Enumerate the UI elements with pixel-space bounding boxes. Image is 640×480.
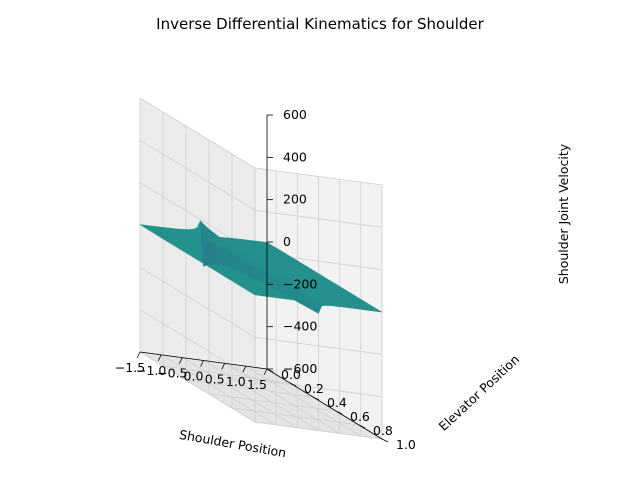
x-tick	[157, 354, 162, 362]
y-tick-label: 0.4	[327, 395, 347, 410]
x-tick-label: 0.5	[205, 371, 225, 386]
z-tick-label: 200	[283, 192, 307, 207]
x-tick-label: −1.5	[115, 360, 145, 375]
z-tick-label: 600	[283, 107, 307, 122]
x-tick-label: −0.5	[157, 366, 187, 381]
y-tick	[335, 410, 343, 415]
y-tick-label: 0.8	[373, 423, 393, 438]
gridline-z	[139, 309, 256, 381]
y-tick-label: 0.2	[304, 381, 324, 396]
y-tick-label: 1.0	[396, 437, 416, 452]
x-tick	[200, 360, 204, 367]
y-axis-label: Elevator Position	[436, 352, 523, 434]
z-tick-label: −400	[283, 319, 317, 334]
x-tick	[263, 368, 268, 376]
z-tick-label: 400	[283, 149, 307, 164]
x-tick	[221, 363, 226, 370]
x-axis-label: Shoulder Position	[178, 427, 287, 461]
gridline-z	[254, 336, 383, 355]
y-tick	[358, 424, 366, 429]
gridline-z	[254, 167, 383, 186]
gridline-z	[139, 139, 256, 211]
gridline-y	[185, 379, 314, 398]
x-tick-label: 1.0	[226, 374, 246, 389]
gridline-y	[231, 407, 360, 426]
z-tick-label: 0	[283, 234, 291, 249]
gridline-x	[224, 362, 340, 434]
gridline-z	[254, 379, 383, 398]
gridline-z	[254, 421, 383, 440]
z-axis-label: Shoulder Joint Velocity	[556, 143, 571, 284]
x-tick-label: 0.0	[184, 369, 204, 384]
y-tick	[312, 396, 320, 401]
x-tick	[242, 365, 247, 373]
gridline-x	[182, 357, 298, 429]
gridline-y	[208, 393, 337, 412]
gridline-x	[203, 360, 319, 431]
gridline-z	[139, 351, 256, 423]
x-tick-label: −1.0	[136, 363, 166, 378]
y-tick	[381, 438, 389, 443]
gridline-x	[245, 365, 362, 437]
chart-title: Inverse Differential Kinematics for Shou…	[156, 15, 484, 33]
x-tick-label: 1.5	[247, 377, 267, 392]
gridline-z	[139, 266, 256, 338]
x-tick	[136, 351, 141, 359]
x-tick	[178, 357, 183, 364]
gridline-x	[160, 354, 277, 426]
z-tick-label: −600	[283, 361, 317, 376]
gridline-z	[139, 97, 256, 169]
y-tick	[289, 382, 297, 387]
gridline-z	[254, 209, 383, 228]
gridline-y	[162, 365, 291, 384]
y-tick-label: 0.0	[281, 367, 301, 382]
y-tick-label: 0.6	[350, 409, 370, 424]
z-tick-label: −200	[283, 276, 317, 291]
y-tick	[266, 368, 274, 373]
